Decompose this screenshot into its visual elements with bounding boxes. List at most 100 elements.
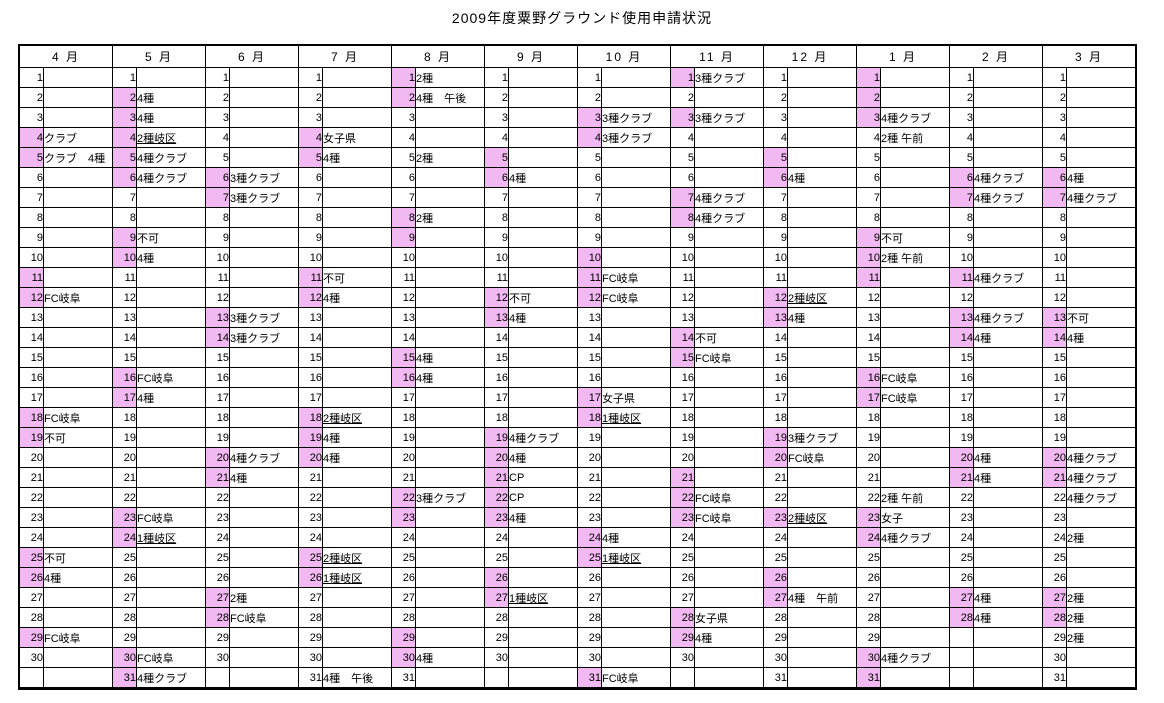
entry-cell xyxy=(415,467,485,488)
day-cell: 19 xyxy=(856,427,881,448)
entry-cell xyxy=(43,607,113,628)
entry-cell xyxy=(973,427,1043,448)
day-cell: 16 xyxy=(391,367,416,388)
entry-cell: 4種 xyxy=(508,167,578,188)
entry-cell xyxy=(322,87,392,108)
day-cell: 15 xyxy=(1042,347,1067,368)
entry-cell xyxy=(601,67,671,88)
day-cell: 20 xyxy=(112,447,137,468)
entry-cell xyxy=(322,227,392,248)
entry-cell: FC岐阜 xyxy=(880,387,950,408)
entry-cell xyxy=(601,187,671,208)
day-cell: 6 xyxy=(763,167,788,188)
day-cell: 27 xyxy=(112,587,137,608)
day-cell: 16 xyxy=(949,367,974,388)
day-cell: 2 xyxy=(18,87,44,108)
entry-cell xyxy=(694,567,764,588)
day-cell: 31 xyxy=(391,667,416,689)
entry-cell: 不可 xyxy=(43,427,113,448)
day-cell: 20 xyxy=(391,447,416,468)
entry-cell xyxy=(508,207,578,228)
entry-cell: 4種クラブ xyxy=(229,447,299,468)
calendar-row: 31 4種クラブ 31 4種 午後 31 31 FC岐阜 31 31 31 xyxy=(18,667,1137,689)
day-cell: 24 xyxy=(856,527,881,548)
entry-cell: 2種 xyxy=(1066,627,1137,648)
entry-cell xyxy=(880,307,950,328)
entry-cell xyxy=(322,467,392,488)
day-cell: 28 xyxy=(670,607,695,628)
entry-cell: 2種岐区 xyxy=(322,407,392,428)
entry-cell xyxy=(322,367,392,388)
day-cell: 1 xyxy=(763,67,788,88)
day-cell: 4 xyxy=(1042,127,1067,148)
day-cell: 6 xyxy=(391,167,416,188)
day-cell: 18 xyxy=(577,407,602,428)
day-cell: 29 xyxy=(856,627,881,648)
day-cell: 11 xyxy=(205,267,230,288)
entry-cell xyxy=(787,187,857,208)
day-cell: 25 xyxy=(298,547,323,568)
calendar-row: 20 20 20 4種クラブ 20 4種 20 20 4種 20 20 20 FC岐阜 20 20 4種 20 4… xyxy=(18,447,1137,468)
entry-cell xyxy=(694,587,764,608)
day-cell: 6 xyxy=(205,167,230,188)
entry-cell xyxy=(508,387,578,408)
day-cell: 2 xyxy=(670,87,695,108)
day-cell: 9 xyxy=(949,227,974,248)
day-cell: 4 xyxy=(391,127,416,148)
day-cell: 22 xyxy=(670,487,695,508)
month-header: 6 月 xyxy=(205,44,299,68)
day-cell: 2 xyxy=(1042,87,1067,108)
entry-cell xyxy=(229,347,299,368)
entry-cell xyxy=(136,307,206,328)
day-cell: 1 xyxy=(577,67,602,88)
entry-cell xyxy=(415,387,485,408)
day-cell: 6 xyxy=(298,167,323,188)
entry-cell: 4種クラブ xyxy=(880,647,950,668)
entry-cell xyxy=(601,247,671,268)
entry-cell xyxy=(787,487,857,508)
calendar-row: 19 不可 19 19 19 4種 19 19 4種クラブ 19 19 19 3種クラブ 19 19 19 xyxy=(18,427,1137,448)
day-cell: 26 xyxy=(670,567,695,588)
entry-cell xyxy=(1066,267,1137,288)
entry-cell: 4種 xyxy=(415,347,485,368)
day-cell: 12 xyxy=(18,287,44,308)
calendar-row: 9 9 不可 9 9 9 9 9 9 9 9 不可 9 9 xyxy=(18,227,1137,248)
day-cell: 17 xyxy=(112,387,137,408)
day-cell: 14 xyxy=(205,327,230,348)
entry-cell xyxy=(322,387,392,408)
day-cell: 10 xyxy=(391,247,416,268)
entry-cell xyxy=(601,447,671,468)
day-cell: 5 xyxy=(856,147,881,168)
day-cell: 9 xyxy=(18,227,44,248)
day-cell: 8 xyxy=(856,207,881,228)
day-cell: 26 xyxy=(763,567,788,588)
entry-cell xyxy=(601,487,671,508)
day-cell: 9 xyxy=(112,227,137,248)
day-cell: 7 xyxy=(205,187,230,208)
day-cell: 14 xyxy=(112,327,137,348)
day-cell xyxy=(484,667,509,689)
day-cell: 22 xyxy=(18,487,44,508)
entry-cell xyxy=(601,207,671,228)
entry-cell: 1種岐区 xyxy=(322,567,392,588)
day-cell: 17 xyxy=(577,387,602,408)
calendar-row: 5 クラブ 4種 5 4種クラブ 5 5 4種 5 2種 5 5 5 5 5 5 5 xyxy=(18,147,1137,168)
day-cell: 23 xyxy=(18,507,44,528)
calendar-row: 25 不可 25 25 25 2種岐区 25 25 25 1種岐区 25 25 25 25 25 xyxy=(18,547,1137,568)
entry-cell xyxy=(43,387,113,408)
entry-cell: 4種 xyxy=(694,627,764,648)
entry-cell xyxy=(322,627,392,648)
day-cell: 8 xyxy=(484,207,509,228)
entry-cell xyxy=(322,167,392,188)
entry-cell xyxy=(787,607,857,628)
entry-cell: FC岐阜 xyxy=(787,447,857,468)
day-cell: 21 xyxy=(670,467,695,488)
entry-cell: 4種 xyxy=(973,587,1043,608)
entry-cell xyxy=(694,87,764,108)
day-cell: 10 xyxy=(949,247,974,268)
entry-cell xyxy=(1066,507,1137,528)
day-cell: 22 xyxy=(949,487,974,508)
entry-cell xyxy=(1066,67,1137,88)
